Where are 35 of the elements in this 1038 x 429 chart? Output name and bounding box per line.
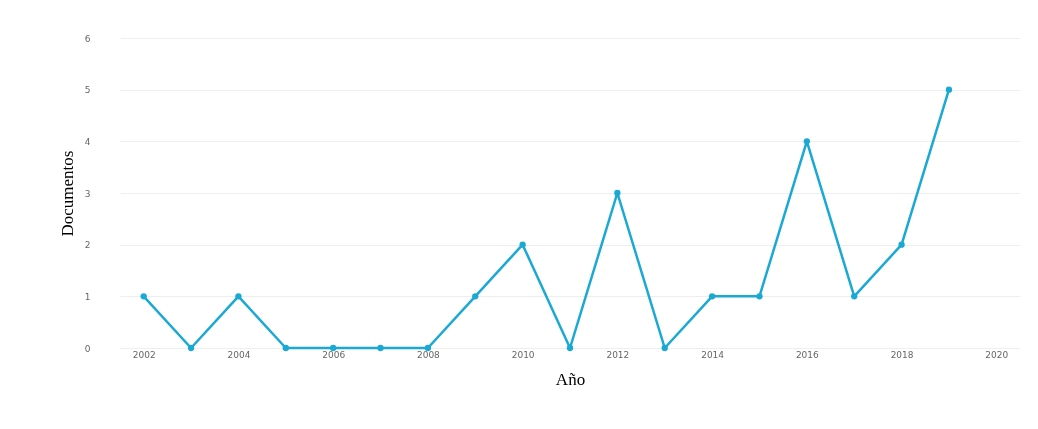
point — [472, 293, 479, 300]
x-tick-label: 2012 — [606, 349, 630, 360]
x-tick-label: 2008 — [416, 349, 441, 360]
y-tick-label: 2 — [84, 240, 91, 251]
point — [614, 189, 621, 197]
y-tick-label: 3 — [84, 188, 91, 199]
point — [756, 293, 763, 300]
point — [140, 293, 147, 300]
point — [945, 86, 953, 93]
point — [377, 344, 384, 352]
x-tick-label: 2006 — [322, 349, 346, 360]
y-axis-title: Documentos — [57, 150, 77, 237]
point — [187, 344, 195, 352]
y-tick-label: 6 — [84, 33, 91, 44]
x-tick-label: 2016 — [795, 349, 820, 360]
x-axis-title: Año — [555, 369, 586, 389]
x-tick-label: 2014 — [701, 349, 725, 360]
point — [661, 344, 668, 352]
point — [708, 293, 716, 300]
point — [851, 293, 858, 300]
x-tick-label: 2010 — [511, 349, 535, 360]
y-tick-label: 5 — [84, 85, 91, 96]
point — [898, 241, 905, 248]
x-tick-label: 2018 — [890, 349, 914, 360]
x-tick-label: 2020 — [985, 349, 1009, 360]
point — [235, 293, 242, 300]
point — [566, 344, 574, 352]
y-tick-label: 0 — [84, 343, 91, 354]
x-tick-label: 2002 — [132, 349, 156, 360]
point — [282, 344, 289, 352]
point — [519, 241, 526, 248]
y-tick-label: 4 — [84, 136, 91, 147]
x-tick-label: 2004 — [227, 349, 251, 360]
point — [803, 138, 810, 145]
y-tick-label: 1 — [84, 291, 91, 302]
